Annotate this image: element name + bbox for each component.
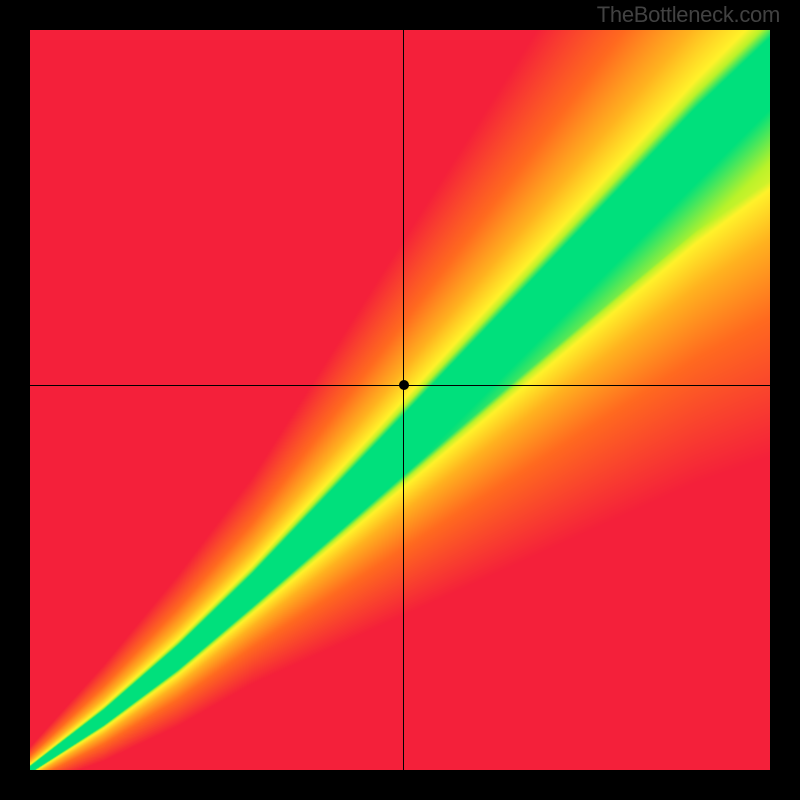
crosshair-marker-dot [399,380,409,390]
watermark-text: TheBottleneck.com [597,2,780,28]
crosshair-vertical [403,30,404,770]
heatmap-canvas [30,30,770,770]
heatmap-plot [30,30,770,770]
